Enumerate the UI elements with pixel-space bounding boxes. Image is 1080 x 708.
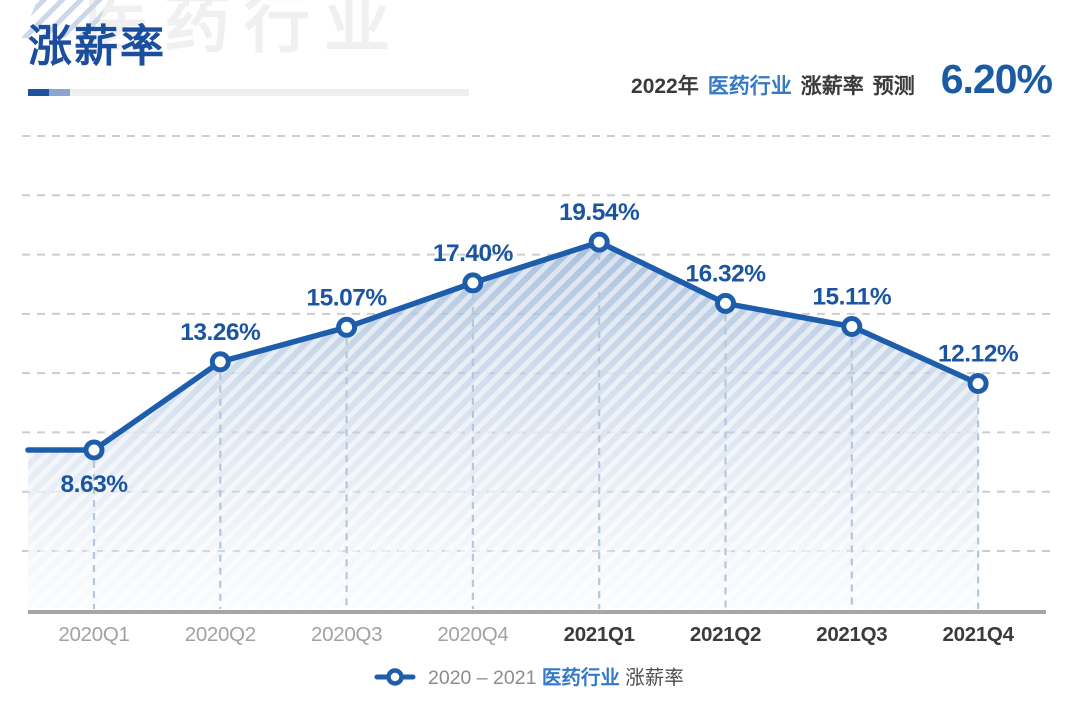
area-fill-hatch <box>28 242 979 609</box>
data-label-2021Q4: 12.12% <box>938 341 1019 368</box>
point-guides <box>92 253 980 609</box>
tick-2020Q2: 2020Q2 <box>185 623 256 646</box>
data-label-2020Q2: 13.26% <box>180 319 261 346</box>
data-point-2020Q2 <box>209 351 231 373</box>
data-point-2021Q3 <box>841 316 863 337</box>
tick-2020Q4: 2020Q4 <box>437 623 508 646</box>
title-underline <box>28 89 469 96</box>
forecast-year: 2022年 <box>631 75 699 98</box>
data-label-2021Q3: 15.11% <box>812 284 891 311</box>
data-label-2021Q2: 16.32% <box>685 260 766 287</box>
tick-2020Q1: 2020Q1 <box>58 623 129 646</box>
tick-2020Q3: 2020Q3 <box>311 623 382 646</box>
forecast-value: 6.20% <box>940 56 1053 102</box>
tick-2021Q1: 2021Q1 <box>564 623 635 646</box>
forecast-line: 2022年 医药行业 涨薪率 预测 6.20% <box>631 56 1053 103</box>
forecast-metric: 涨薪率 <box>800 75 864 98</box>
data-point-2021Q2 <box>715 292 736 314</box>
watermark-text: 医药行业 <box>84 0 404 60</box>
corner-stripes-decoration <box>22 0 108 38</box>
data-label-2020Q3: 15.07% <box>307 284 388 311</box>
underline-segment-dark <box>28 89 49 96</box>
legend: 2020 – 2021 医药行业 涨薪率 <box>374 666 684 689</box>
data-point-2020Q4 <box>462 272 484 294</box>
tick-2021Q2: 2021Q2 <box>690 623 761 646</box>
data-labels: 8.63% 13.26% 15.07% 17.40% 19.54% 16.32% 15.11… <box>61 199 1020 498</box>
data-point-2020Q1 <box>83 439 105 461</box>
x-tick-labels: 2020Q1 2020Q2 2020Q3 2020Q4 2021Q1 2021Q2 2021… <box>58 623 1014 646</box>
underline-segment-mid <box>49 89 70 96</box>
data-label-2021Q1: 19.54% <box>559 199 640 226</box>
data-point-2020Q3 <box>336 316 358 338</box>
forecast-industry: 医药行业 <box>707 75 792 98</box>
data-label-2020Q4: 17.40% <box>433 240 514 267</box>
underline-segment-light <box>70 89 469 96</box>
tick-2021Q4: 2021Q4 <box>943 623 1015 646</box>
tick-2021Q3: 2021Q3 <box>816 623 887 646</box>
forecast-label: 预测 <box>872 75 915 98</box>
data-point-2021Q1 <box>588 231 610 253</box>
data-label-2020Q1: 8.63% <box>61 471 129 498</box>
legend-marker-icon <box>386 668 404 686</box>
data-point-2021Q4 <box>967 373 989 394</box>
forecast-text: 2022年 医药行业 涨薪率 预测 <box>631 70 915 100</box>
page-title: 涨薪率 <box>28 22 166 71</box>
data-points <box>83 231 989 461</box>
legend-label: 2020 – 2021 医药行业 涨薪率 <box>428 666 684 689</box>
